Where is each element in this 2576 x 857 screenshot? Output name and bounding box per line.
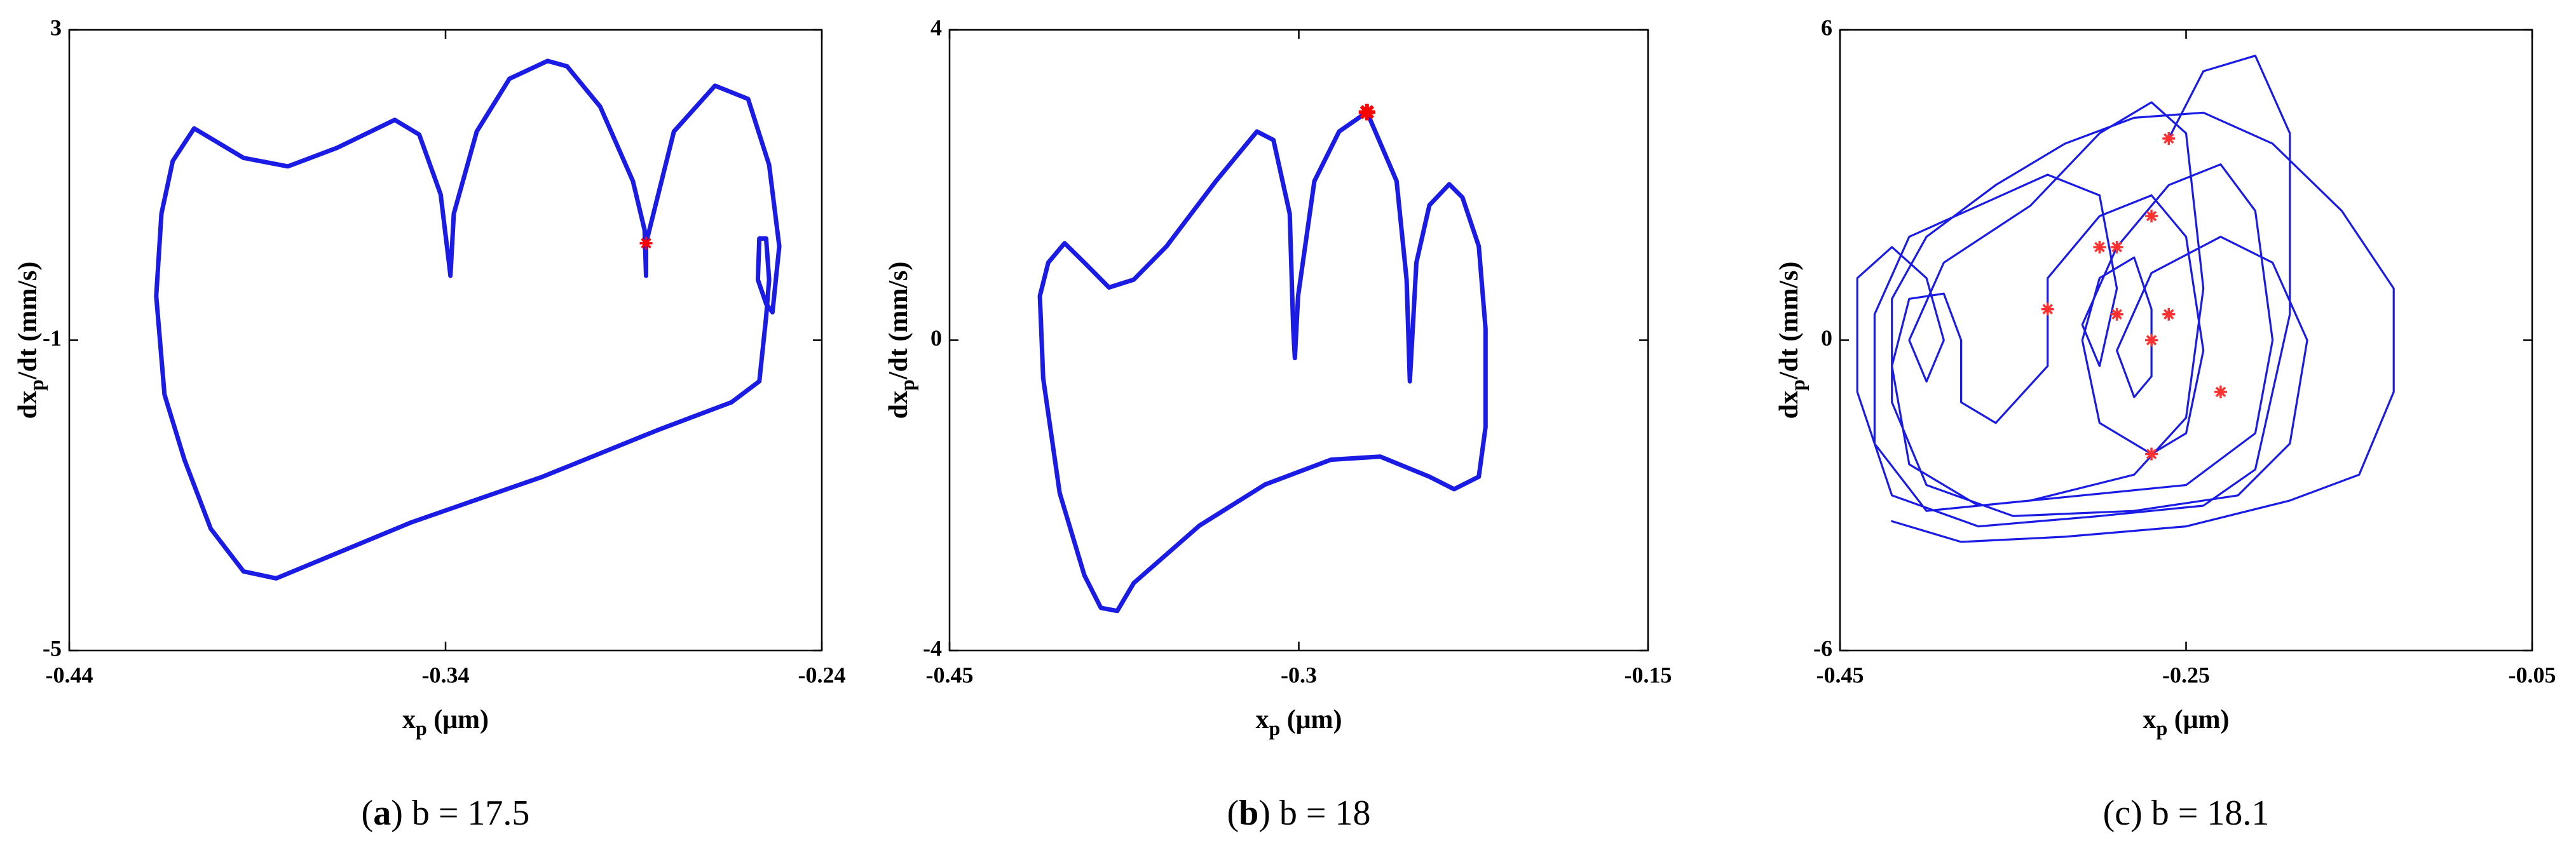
x-tick-label: -0.3 bbox=[1281, 662, 1317, 687]
x-axis-label: xp (μm) bbox=[1255, 705, 1342, 740]
x-tick-label: -0.45 bbox=[1816, 662, 1864, 687]
ylabel-part: p bbox=[25, 379, 48, 391]
ylabel-part: /dt (mm/s) bbox=[13, 262, 43, 380]
xlabel-part: x bbox=[2143, 705, 2156, 734]
y-tick-label: -1 bbox=[43, 325, 62, 351]
star-marker bbox=[639, 236, 653, 250]
ylabel-part: dx bbox=[1775, 391, 1804, 419]
xlabel-part: x bbox=[402, 705, 416, 734]
star-marker bbox=[2162, 307, 2176, 321]
star-marker bbox=[2162, 132, 2176, 145]
x-tick-label: -0.24 bbox=[798, 662, 846, 687]
star-marker bbox=[2145, 210, 2158, 223]
caption: (a) b = 17.5 bbox=[362, 793, 530, 833]
caption-part: ( bbox=[1227, 793, 1239, 833]
xlabel-part: p bbox=[416, 717, 427, 739]
y-axis-label: dxp/dt (mm/s) bbox=[884, 262, 919, 419]
xlabel-part: p bbox=[1269, 717, 1280, 739]
y-tick-label: 3 bbox=[50, 15, 62, 40]
trace bbox=[1037, 110, 1488, 614]
ylabel-part: /dt (mm/s) bbox=[1775, 262, 1804, 380]
xlabel-part: (μm) bbox=[427, 705, 489, 734]
star-marker bbox=[2145, 334, 2158, 347]
y-tick-label: -6 bbox=[1813, 635, 1832, 661]
x-tick-label: -0.34 bbox=[422, 662, 470, 687]
y-tick-label: 4 bbox=[930, 15, 942, 40]
trace bbox=[1856, 55, 2395, 543]
caption-part: ) b = 17.5 bbox=[391, 793, 529, 833]
caption-part: (c) b = 18.1 bbox=[2103, 793, 2270, 833]
x-tick-label: -0.45 bbox=[926, 662, 974, 687]
caption: (b) b = 18 bbox=[1227, 793, 1370, 833]
caption-part: ) b = 18 bbox=[1258, 793, 1370, 833]
y-tick-label: -5 bbox=[43, 635, 62, 661]
star-marker bbox=[2041, 302, 2054, 316]
y-axis-label: dxp/dt (mm/s) bbox=[13, 262, 48, 419]
caption-part: a bbox=[373, 793, 391, 833]
xlabel-part: (μm) bbox=[1280, 705, 1342, 734]
star-marker bbox=[2214, 385, 2227, 398]
x-tick-label: -0.25 bbox=[2162, 662, 2210, 687]
y-tick-label: 0 bbox=[930, 325, 942, 351]
caption-part: ( bbox=[362, 793, 374, 833]
x-tick-label: -0.44 bbox=[46, 662, 93, 687]
caption: (c) b = 18.1 bbox=[2103, 793, 2270, 833]
x-axis-label: xp (μm) bbox=[2143, 705, 2229, 740]
x-tick-label: -0.15 bbox=[1625, 662, 1672, 687]
y-axis-label: dxp/dt (mm/s) bbox=[1775, 262, 1809, 419]
caption-part: b bbox=[1239, 793, 1258, 833]
star-marker bbox=[2110, 307, 2123, 321]
y-tick-label: 0 bbox=[1821, 325, 1832, 351]
ylabel-part: p bbox=[896, 379, 918, 391]
ylabel-part: /dt (mm/s) bbox=[884, 262, 913, 380]
star-marker bbox=[2093, 240, 2106, 253]
y-tick-label: 6 bbox=[1821, 15, 1832, 40]
star-marker bbox=[2110, 240, 2123, 253]
x-axis-label: xp (μm) bbox=[402, 705, 489, 740]
star-marker bbox=[1358, 104, 1375, 121]
ylabel-part: dx bbox=[13, 391, 43, 419]
trace bbox=[154, 58, 782, 581]
y-tick-label: -4 bbox=[923, 635, 942, 661]
ylabel-part: dx bbox=[884, 391, 913, 419]
xlabel-part: p bbox=[2156, 717, 2167, 739]
x-tick-label: -0.05 bbox=[2509, 662, 2556, 687]
xlabel-part: x bbox=[1255, 705, 1269, 734]
star-marker bbox=[2145, 447, 2158, 461]
ylabel-part: p bbox=[1786, 379, 1809, 391]
xlabel-part: (μm) bbox=[2167, 705, 2229, 734]
